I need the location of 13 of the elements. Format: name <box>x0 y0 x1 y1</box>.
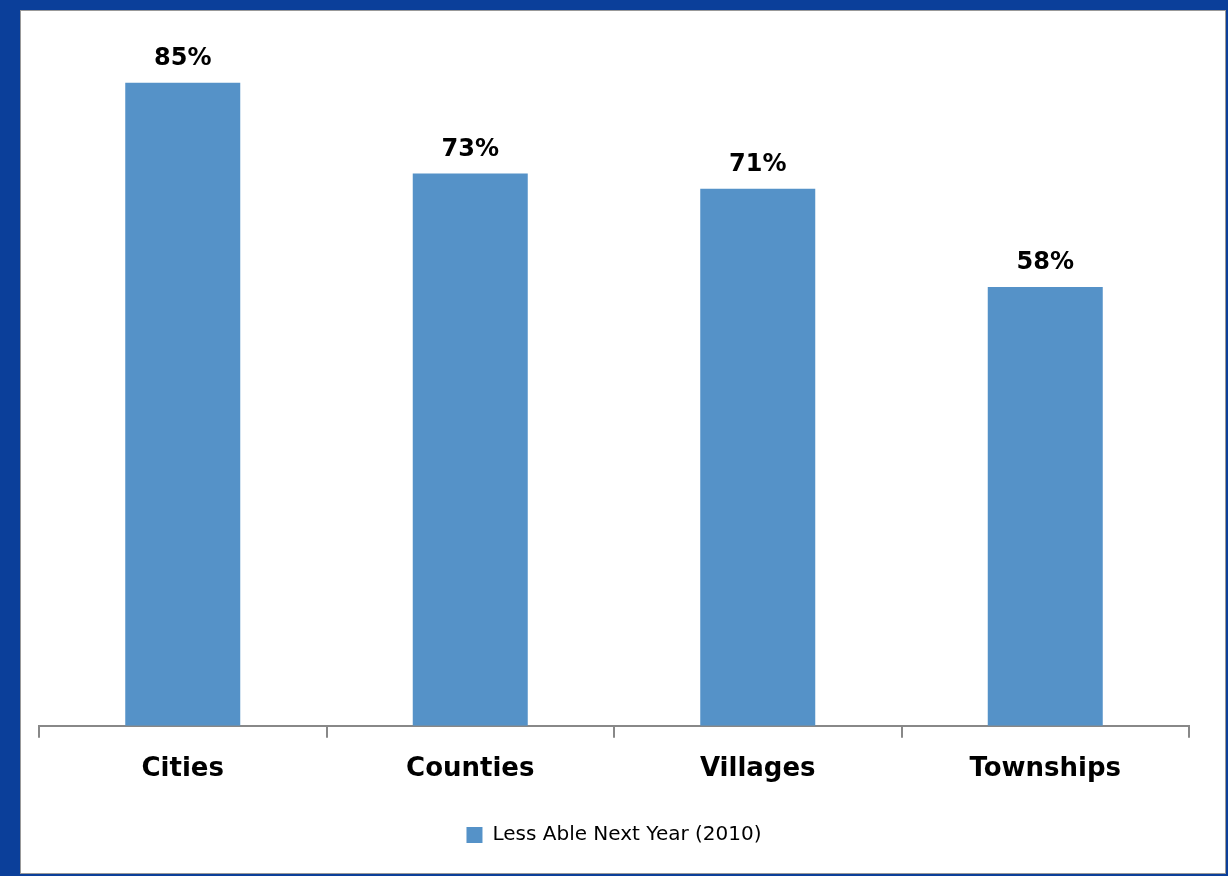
x-tick-label: Cities <box>141 752 224 783</box>
legend-label: Less Able Next Year (2010) <box>492 821 762 846</box>
data-label: 58% <box>1016 247 1074 276</box>
data-label: 73% <box>441 133 499 162</box>
bar <box>700 188 816 726</box>
bar <box>125 82 241 726</box>
bar <box>412 173 528 726</box>
bar <box>987 287 1103 726</box>
x-tick-label: Villages <box>699 752 816 783</box>
x-tick-label: Townships <box>969 752 1122 783</box>
data-label: 85% <box>154 43 212 72</box>
x-tick-label: Counties <box>406 752 535 783</box>
data-label: 71% <box>729 148 787 177</box>
